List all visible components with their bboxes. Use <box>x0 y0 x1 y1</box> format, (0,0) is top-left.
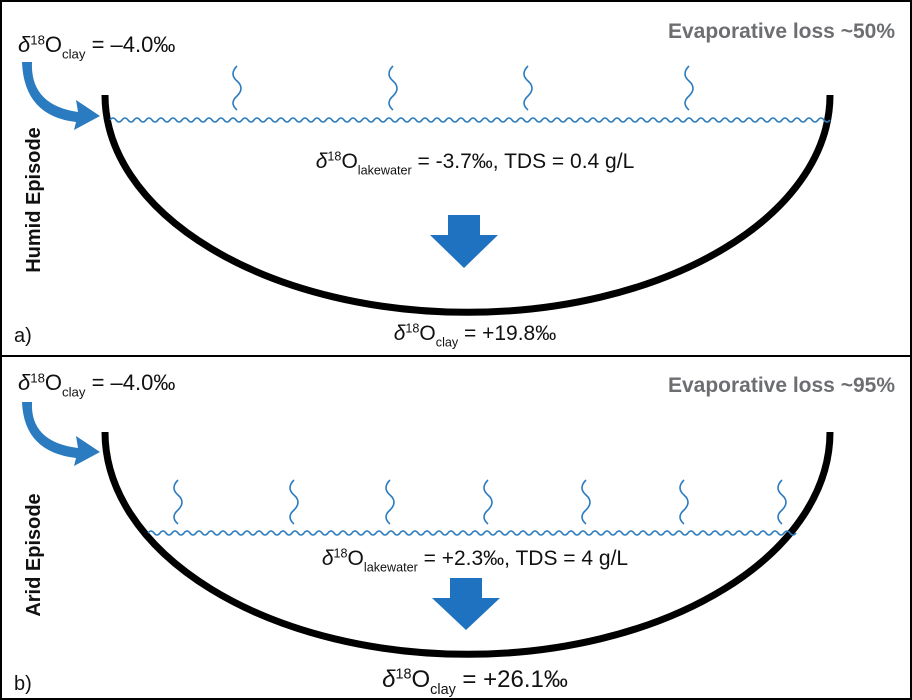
wave <box>581 479 591 525</box>
wave <box>385 479 395 525</box>
label-part: = –4.0‰ <box>85 370 175 395</box>
panel-letter: b) <box>14 673 32 695</box>
label-part: δ <box>316 150 328 173</box>
label-part: lakewater <box>358 163 412 177</box>
isotope-label: δ18Oclay = –4.0‰ <box>18 370 175 400</box>
label-part: O <box>45 32 62 57</box>
wave <box>388 65 398 111</box>
label-part: = +26.1‰ <box>456 666 568 693</box>
panel-frame <box>0 355 912 700</box>
inflow-arrow <box>22 62 100 466</box>
wave <box>232 65 242 111</box>
wave <box>777 479 787 525</box>
label-part: clay <box>436 335 459 349</box>
wave <box>109 117 831 123</box>
label-part: δ <box>394 322 406 345</box>
wave <box>523 65 533 111</box>
isotope-label: δ18Oclay = +19.8‰ <box>394 322 557 350</box>
lake-basin <box>101 431 834 658</box>
wave <box>147 530 797 536</box>
label-part: δ <box>322 547 334 570</box>
label-part: = +2.3‰, TDS = 4 g/L <box>418 547 628 570</box>
down-arrow <box>430 215 500 630</box>
wave <box>173 479 183 525</box>
lake-basin <box>101 94 834 316</box>
episode-label: Humid Episode <box>23 127 45 273</box>
label-part: O <box>45 370 62 395</box>
isotope-label: δ18Olakewater = +2.3‰, TDS = 4 g/L <box>322 547 628 575</box>
evaporative-loss: Evaporative loss ~95% <box>668 374 895 397</box>
label-part: δ <box>18 370 31 395</box>
label-part: 18 <box>395 667 411 683</box>
label-part: 18 <box>334 547 348 561</box>
label-part: 18 <box>327 150 341 164</box>
episode-label: Arid Episode <box>23 493 45 616</box>
label-part: δ <box>382 666 396 693</box>
panel-letter: a) <box>14 325 32 347</box>
label-part: = -3.7‰, TDS = 0.4 g/L <box>412 150 635 173</box>
label-part: clay <box>430 682 456 698</box>
label-part: 18 <box>30 32 45 47</box>
label-part: O <box>348 547 364 570</box>
label-part: lakewater <box>364 560 418 574</box>
isotope-label: δ18Oclay = +26.1‰ <box>382 666 568 698</box>
label-part: 18 <box>405 322 419 336</box>
label-part: O <box>412 666 431 693</box>
label-part: clay <box>62 385 86 400</box>
label-part: = –4.0‰ <box>85 32 175 57</box>
wave <box>483 479 493 525</box>
label-part: clay <box>62 47 86 62</box>
isotope-label: δ18Oclay = –4.0‰ <box>18 32 175 62</box>
label-part: O <box>419 322 435 345</box>
label-part: δ <box>18 32 31 57</box>
waves <box>109 65 831 536</box>
label-part: = +19.8‰ <box>458 322 556 345</box>
isotope-label: δ18Olakewater = -3.7‰, TDS = 0.4 g/L <box>316 150 635 178</box>
wave <box>684 65 694 111</box>
wave <box>289 479 299 525</box>
wave <box>679 479 689 525</box>
evaporative-loss: Evaporative loss ~50% <box>668 20 895 43</box>
label-part: 18 <box>30 370 45 385</box>
label-part: O <box>341 150 357 173</box>
